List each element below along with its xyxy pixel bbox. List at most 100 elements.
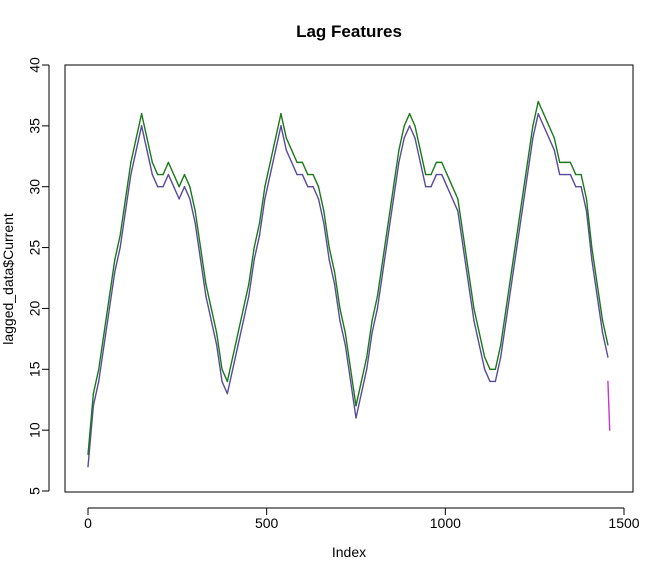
series-0-segment <box>451 198 459 212</box>
y-tick-label: 10 <box>27 422 43 438</box>
series-0-segment <box>441 173 448 188</box>
series-1-segment <box>392 149 400 188</box>
y-tick-label: 20 <box>27 300 43 316</box>
series-1-segment <box>323 210 330 249</box>
series-0-segment <box>494 356 502 383</box>
series-0-segment <box>521 173 529 212</box>
series-0-segment <box>414 137 422 164</box>
series-1-segment <box>151 161 159 176</box>
series-1-segment <box>462 234 470 273</box>
series-0-segment <box>339 319 346 346</box>
series-1-segment <box>441 161 448 176</box>
series-1-segment <box>408 112 416 127</box>
series-1-segment <box>173 173 180 188</box>
series-1 <box>87 100 609 456</box>
series-0-segment <box>585 210 593 261</box>
x-axis-label: Index <box>332 544 366 560</box>
y-axis-ticks: 5 10 15 20 25 30 35 40 <box>27 57 49 495</box>
series-1-segment <box>521 161 529 200</box>
series-1-segment <box>457 198 464 237</box>
series-0-segment <box>317 198 325 224</box>
x-axis-ticks: 0 500 1000 1500 <box>84 508 640 531</box>
series-1-segment <box>382 222 389 261</box>
series-0-segment <box>323 222 330 261</box>
series-0-segment <box>328 259 336 285</box>
series-1-segment <box>269 137 277 164</box>
y-tick-label: 25 <box>27 240 43 256</box>
series-1-segment <box>114 234 121 261</box>
series-0-segment <box>210 319 218 346</box>
series-0-segment <box>312 186 320 200</box>
series-1-segment <box>253 222 261 249</box>
series-0-segment <box>221 380 229 395</box>
series-1-segment <box>591 246 598 285</box>
series-0-segment <box>569 173 577 188</box>
series-0-segment <box>199 259 207 297</box>
series-0-segment <box>119 210 127 249</box>
series-0-segment <box>237 319 245 346</box>
series-0-segment <box>387 198 395 237</box>
series-1-segment <box>355 380 363 407</box>
series-1-segment <box>199 246 207 285</box>
series-1-segment <box>119 198 127 237</box>
series-0-segment <box>130 149 137 176</box>
y-tick-label: 30 <box>27 179 43 195</box>
series-1-segment <box>135 112 143 139</box>
series-0-segment <box>360 368 368 395</box>
series-1-segment <box>290 149 298 164</box>
series-1-segment <box>430 161 438 176</box>
series-0-segment <box>189 198 196 224</box>
series-0-segment <box>258 198 266 237</box>
series-0-segment <box>194 222 202 261</box>
series-0-segment <box>103 307 111 346</box>
series-1-segment <box>360 356 368 383</box>
series-0-segment <box>382 234 389 273</box>
series-1-segment <box>532 100 539 127</box>
series-0-segment <box>269 149 277 176</box>
series-1-segment <box>108 259 116 297</box>
series-1-segment <box>87 392 95 456</box>
series-1-segment <box>183 173 191 188</box>
series-1-segment <box>403 112 411 127</box>
series-0-segment <box>457 210 464 249</box>
series-0-segment <box>248 259 255 297</box>
series-1-segment <box>248 246 255 285</box>
series-0-segment <box>516 210 523 249</box>
series-0-segment <box>392 161 400 200</box>
x-tick-label: 500 <box>255 515 279 531</box>
series-1-segment <box>548 125 556 139</box>
series-1-segment <box>505 271 513 310</box>
series-0-segment <box>500 319 507 358</box>
series-0-segment <box>548 137 556 151</box>
x-tick-label: 1500 <box>608 515 639 531</box>
series-0-segment <box>290 161 298 176</box>
series-1-segment <box>500 307 507 346</box>
series-0-segment <box>473 319 480 346</box>
series-0-segment <box>253 234 261 261</box>
series-1-segment <box>414 125 422 151</box>
series-1-segment <box>215 332 223 370</box>
series-0-segment <box>183 186 191 200</box>
series-1-segment <box>516 198 523 237</box>
series-1-segment <box>333 271 341 310</box>
series-0-segment <box>467 283 475 322</box>
series-0-segment <box>478 344 486 370</box>
series-1-segment <box>312 173 320 188</box>
series-1-segment <box>280 112 288 139</box>
series-0-segment <box>285 149 293 164</box>
series-0-segment <box>591 259 598 297</box>
series-1-segment <box>317 186 325 212</box>
series-1-segment <box>264 161 271 188</box>
series-1-segment <box>237 307 245 334</box>
series-0-segment <box>344 344 352 383</box>
y-tick-label: 35 <box>27 118 43 134</box>
series-0-segment <box>178 186 186 200</box>
series-1-segment <box>398 125 405 151</box>
series-0-segment <box>264 173 271 200</box>
series-0-segment <box>215 344 223 383</box>
series-1-segment <box>167 161 175 176</box>
series-0-segment <box>403 125 411 139</box>
series-1-segment <box>478 332 486 358</box>
series-0-segment <box>280 125 288 151</box>
